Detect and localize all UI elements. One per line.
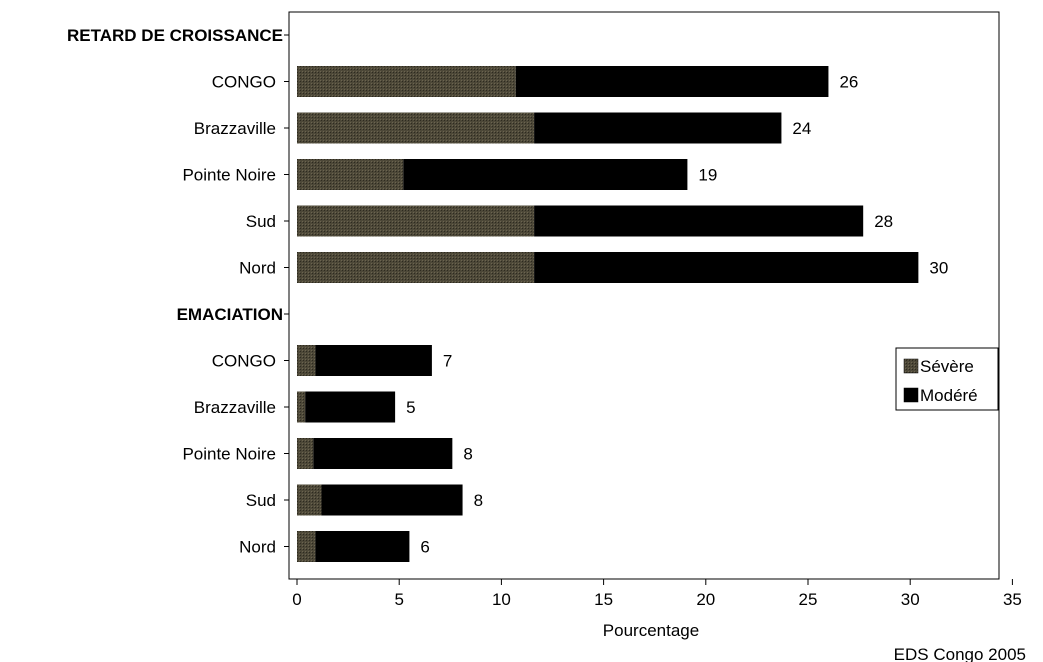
bar-moderate bbox=[515, 66, 829, 97]
legend: Sévère Modéré bbox=[895, 347, 999, 411]
bar-severe bbox=[297, 112, 535, 144]
bar-moderate bbox=[315, 531, 410, 562]
bar-severe bbox=[297, 484, 322, 516]
value-label: 7 bbox=[443, 352, 452, 371]
value-label: 19 bbox=[698, 166, 717, 185]
bar-severe bbox=[297, 205, 535, 237]
legend-label: Modéré bbox=[920, 386, 978, 405]
bars-layer bbox=[297, 66, 919, 562]
category-label: Sud bbox=[246, 212, 276, 231]
legend-swatch bbox=[903, 358, 919, 374]
bar-moderate bbox=[313, 438, 453, 469]
bar-moderate bbox=[315, 345, 432, 376]
group-header: RETARD DE CROISSANCE bbox=[67, 26, 283, 45]
bar-moderate bbox=[403, 159, 688, 190]
x-tick-label: 30 bbox=[901, 590, 920, 609]
legend-swatch bbox=[903, 387, 919, 403]
value-label: 8 bbox=[463, 445, 472, 464]
category-label: Nord bbox=[239, 538, 276, 557]
bar-moderate bbox=[534, 252, 919, 283]
category-labels: RETARD DE CROISSANCE CONGO Brazzaville Poin… bbox=[67, 26, 289, 557]
category-label: Brazzaville bbox=[194, 398, 276, 417]
bar-severe bbox=[297, 159, 404, 190]
source-note: EDS Congo 2005 bbox=[894, 645, 1026, 662]
category-label: Sud bbox=[246, 491, 276, 510]
value-labels: 26 24 19 28 30 7 5 8 8 6 bbox=[406, 73, 948, 557]
x-axis: 0 5 10 15 20 25 30 35 bbox=[292, 579, 1022, 609]
category-label: Nord bbox=[239, 259, 276, 278]
x-tick-label: 20 bbox=[696, 590, 715, 609]
x-tick-label: 35 bbox=[1003, 590, 1022, 609]
value-label: 8 bbox=[474, 491, 483, 510]
group-header: EMACIATION bbox=[177, 305, 283, 324]
category-label: CONGO bbox=[212, 352, 276, 371]
x-tick-label: 0 bbox=[292, 590, 301, 609]
value-label: 28 bbox=[874, 212, 893, 231]
bar-severe bbox=[297, 252, 535, 283]
category-label: Pointe Noire bbox=[182, 445, 276, 464]
x-tick-label: 5 bbox=[394, 590, 403, 609]
bar-severe bbox=[297, 345, 316, 376]
value-label: 5 bbox=[406, 398, 415, 417]
bar-severe bbox=[297, 391, 306, 423]
value-label: 24 bbox=[792, 119, 811, 138]
x-tick-label: 15 bbox=[594, 590, 613, 609]
category-label: Pointe Noire bbox=[182, 166, 276, 185]
value-label: 30 bbox=[929, 259, 948, 278]
bar-moderate bbox=[534, 205, 864, 237]
bar-moderate bbox=[321, 484, 463, 516]
bar-moderate bbox=[305, 391, 396, 423]
x-axis-title: Pourcentage bbox=[603, 621, 699, 640]
value-label: 6 bbox=[420, 538, 429, 557]
legend-box bbox=[895, 347, 999, 411]
x-tick-label: 10 bbox=[492, 590, 511, 609]
x-tick-label: 25 bbox=[799, 590, 818, 609]
category-label: CONGO bbox=[212, 73, 276, 92]
value-label: 26 bbox=[839, 73, 858, 92]
category-label: Brazzaville bbox=[194, 119, 276, 138]
bar-severe bbox=[297, 438, 314, 469]
bar-severe bbox=[297, 531, 316, 562]
bar-severe bbox=[297, 66, 516, 97]
bar-moderate bbox=[534, 112, 782, 144]
legend-label: Sévère bbox=[920, 357, 974, 376]
